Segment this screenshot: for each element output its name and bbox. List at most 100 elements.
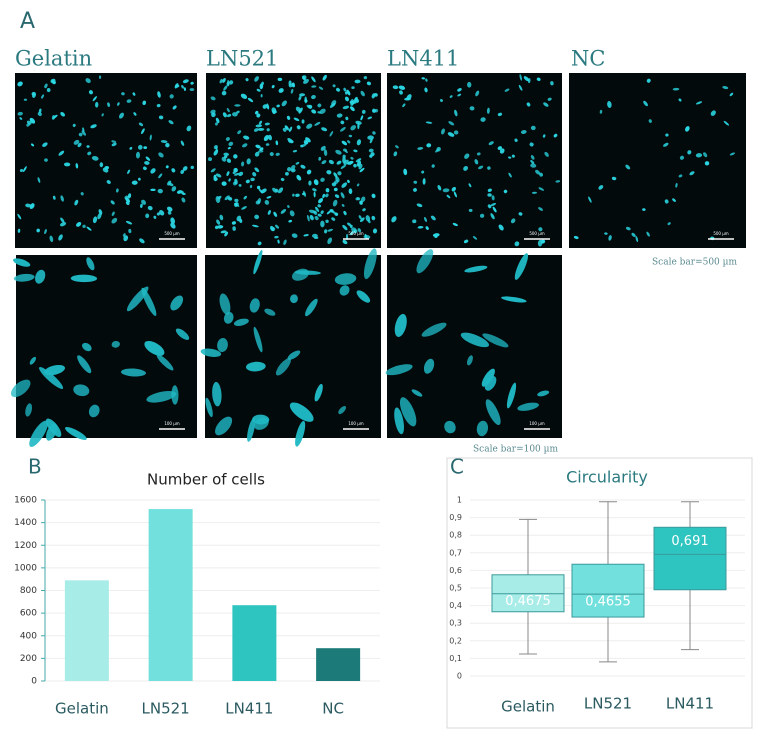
cell — [349, 224, 353, 229]
cell — [394, 313, 407, 337]
cell — [221, 90, 227, 96]
cell — [475, 90, 480, 97]
cell — [323, 149, 328, 156]
cell — [95, 101, 99, 108]
y-tick-label: 600 — [20, 609, 37, 619]
cell — [437, 185, 442, 191]
cell — [356, 290, 371, 303]
cell — [170, 217, 176, 225]
cell — [296, 174, 302, 181]
cell — [280, 209, 287, 214]
cell — [258, 188, 264, 194]
cell — [325, 188, 330, 193]
cell — [357, 122, 360, 130]
cell — [210, 96, 216, 101]
cell — [538, 227, 543, 232]
cell — [181, 85, 185, 89]
cell — [308, 104, 313, 109]
cell — [430, 215, 436, 221]
cell — [246, 158, 251, 165]
chart-title: Circularity — [566, 468, 648, 487]
cell — [460, 332, 490, 348]
cell — [425, 121, 433, 124]
cell — [169, 94, 174, 99]
cell — [517, 402, 539, 411]
cell — [422, 178, 426, 185]
micrograph-bg — [569, 73, 746, 248]
cell — [464, 265, 488, 273]
cell — [286, 167, 292, 172]
cell — [487, 166, 491, 170]
cell — [573, 235, 579, 240]
cell — [347, 140, 351, 144]
cell — [52, 195, 56, 200]
cell — [300, 164, 306, 169]
cell — [611, 176, 617, 181]
cell — [313, 179, 319, 186]
cell — [444, 420, 456, 434]
cell — [219, 78, 223, 84]
cell — [399, 90, 403, 95]
cell — [463, 239, 469, 244]
cell — [266, 103, 270, 110]
cell — [226, 171, 230, 176]
cell — [431, 164, 435, 168]
cell — [318, 156, 322, 161]
cell — [157, 188, 163, 194]
cell — [127, 169, 131, 174]
cell — [481, 368, 495, 387]
cell — [508, 172, 512, 178]
cell — [110, 200, 115, 205]
cell — [344, 96, 349, 102]
cell — [301, 192, 306, 196]
cell — [538, 207, 544, 211]
cell — [234, 202, 240, 207]
cell — [129, 147, 133, 150]
column-label: LN411 — [387, 47, 459, 71]
cell — [544, 151, 549, 157]
cell — [37, 177, 41, 183]
cell — [77, 142, 82, 148]
cell — [58, 234, 63, 241]
cell — [351, 227, 357, 232]
cell — [289, 402, 314, 422]
cell — [165, 165, 169, 169]
cell — [476, 420, 489, 437]
cell — [318, 198, 324, 204]
cell — [367, 135, 374, 140]
cell — [86, 226, 92, 231]
cell — [723, 120, 730, 126]
cell — [167, 206, 173, 212]
scale-bar-label: 500 µm — [164, 231, 179, 236]
cell — [416, 249, 434, 274]
cell — [92, 96, 97, 102]
cell — [320, 210, 324, 214]
cell — [392, 85, 399, 90]
cell — [17, 213, 22, 220]
cell — [328, 159, 334, 165]
cell — [342, 105, 350, 110]
cell — [291, 82, 295, 88]
cell — [326, 210, 331, 215]
cell — [254, 76, 259, 82]
cell — [275, 224, 280, 229]
cell — [346, 89, 351, 96]
cell — [111, 340, 120, 348]
cell — [457, 93, 462, 97]
cell — [511, 154, 515, 158]
cell — [239, 218, 243, 223]
cell — [72, 123, 76, 128]
cell — [217, 337, 228, 353]
cell — [253, 249, 263, 275]
cell — [695, 153, 703, 158]
cell — [287, 350, 301, 360]
cell — [243, 135, 250, 140]
cell — [266, 128, 270, 132]
cell — [331, 217, 336, 221]
cell — [77, 355, 92, 374]
cell — [527, 78, 531, 84]
cell — [336, 87, 341, 92]
cell — [219, 214, 224, 221]
cell — [144, 161, 150, 165]
